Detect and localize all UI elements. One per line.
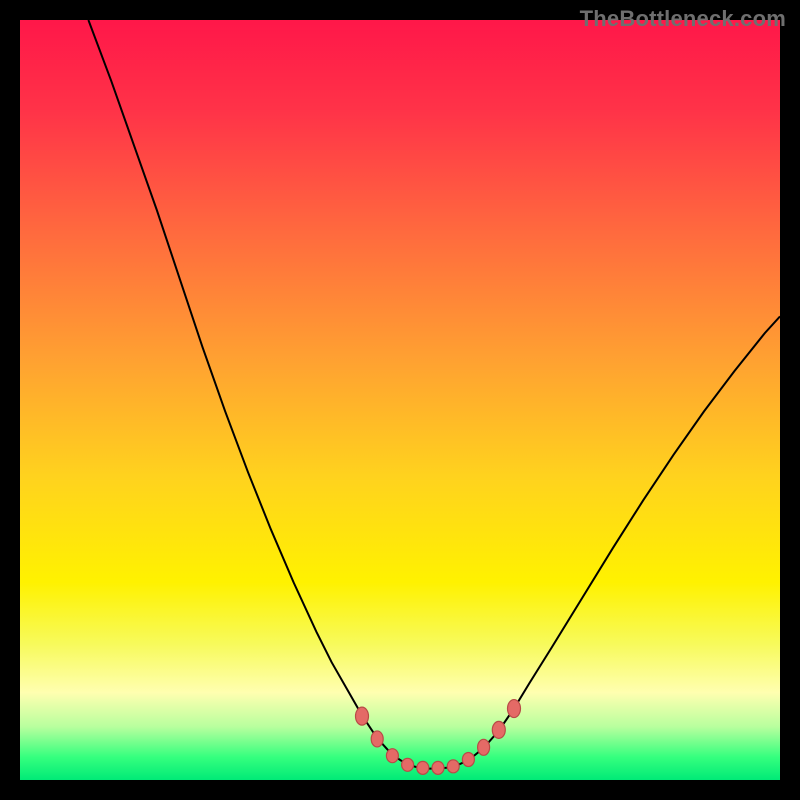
curve-marker (371, 731, 383, 747)
curve-marker (356, 707, 369, 725)
curve-marker (402, 758, 414, 771)
curve-marker (386, 749, 398, 763)
curve-marker (478, 739, 490, 755)
curve-marker (492, 721, 505, 738)
curve-marker (462, 752, 474, 766)
curve-marker (508, 700, 521, 718)
plot-background (20, 20, 780, 780)
watermark-text: TheBottleneck.com (580, 6, 786, 32)
figure-root: TheBottleneck.com (0, 0, 800, 800)
curve-marker (447, 760, 459, 773)
chart-svg (0, 0, 800, 800)
curve-marker (432, 761, 444, 774)
curve-marker (417, 761, 429, 774)
